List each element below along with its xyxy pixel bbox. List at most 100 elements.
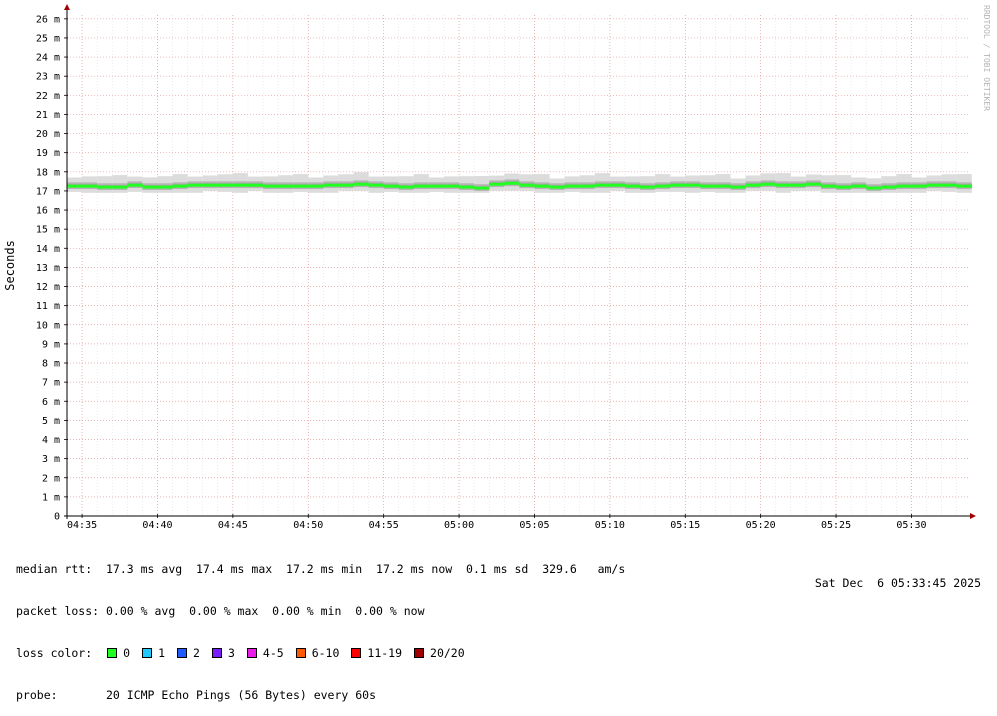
loss-color-label: loss color: — [16, 646, 93, 660]
median-point — [383, 184, 400, 188]
y-tick-label: 14 m — [36, 244, 60, 255]
x-tick-label: 05:10 — [595, 520, 625, 530]
x-tick-label: 04:35 — [67, 520, 97, 530]
median-point — [112, 185, 128, 189]
y-tick-label: 15 m — [36, 225, 60, 236]
median-point — [926, 183, 942, 187]
y-tick-label: 11 m — [36, 301, 60, 312]
median-point — [866, 186, 882, 190]
x-axis-arrow — [970, 513, 976, 519]
y-tick-label: 10 m — [36, 320, 60, 331]
y-tick-label: 23 m — [36, 72, 60, 83]
median-point — [504, 181, 520, 185]
loss-legend-item: 6-10 — [295, 646, 339, 660]
median-point — [836, 185, 852, 189]
median-point — [685, 183, 701, 187]
median-point — [519, 183, 535, 187]
loss-color-swatch — [351, 648, 362, 658]
median-point — [775, 183, 792, 187]
median-series — [67, 181, 973, 190]
median-point — [881, 185, 897, 189]
legend-block: median rtt: 17.3 ms avg 17.4 ms max 17.2… — [16, 534, 625, 716]
loss-color-swatch — [295, 648, 306, 658]
median-point — [187, 183, 204, 187]
median-point — [700, 184, 716, 188]
median-point — [278, 184, 294, 188]
median-point — [323, 183, 339, 187]
loss-legend-label: 20/20 — [430, 646, 465, 660]
loss-legend-item: 11-19 — [351, 646, 402, 660]
y-tick-label: 21 m — [36, 110, 60, 121]
median-point — [624, 184, 641, 188]
median-point — [127, 183, 143, 187]
loss-legend-item: 1 — [142, 646, 165, 660]
timestamp: Sat Dec 6 05:33:45 2025 — [814, 576, 981, 590]
y-tick-label: 18 m — [36, 167, 60, 178]
loss-legend-label: 11-19 — [367, 646, 403, 660]
median-point — [217, 183, 234, 187]
loss-legend-item: 4-5 — [246, 646, 284, 660]
loss-legend-item: 0 — [107, 646, 130, 660]
x-tick-label: 05:15 — [670, 520, 700, 530]
median-point — [670, 183, 686, 187]
y-tick-label: 20 m — [36, 129, 60, 140]
median-point — [142, 185, 158, 189]
y-tick-label: 25 m — [36, 33, 60, 44]
y-tick-label: 7 m — [42, 378, 60, 389]
loss-legend-item: 3 — [211, 646, 235, 660]
watermark: RRDTOOL / TOBI OETIKER — [982, 5, 991, 111]
x-tick-label: 04:50 — [293, 520, 323, 530]
median-point — [353, 182, 369, 186]
probe-line: probe: 20 ICMP Echo Pings (56 Bytes) eve… — [16, 688, 377, 702]
loss-legend-label: 2 — [193, 646, 200, 660]
y-tick-label: 9 m — [42, 339, 60, 350]
y-tick-label: 6 m — [42, 397, 60, 408]
median-point — [851, 184, 867, 188]
median-point — [534, 184, 550, 188]
loss-color-swatch — [211, 648, 222, 658]
median-point — [911, 184, 927, 188]
median-point — [941, 183, 957, 187]
median-point — [232, 183, 249, 187]
y-tick-label: 26 m — [36, 14, 60, 25]
median-point — [97, 185, 113, 189]
median-point — [579, 184, 596, 188]
loss-legend-label: 1 — [158, 646, 166, 660]
loss-color-swatch — [246, 648, 257, 658]
y-tick-label: 24 m — [36, 53, 60, 64]
y-axis-arrow — [64, 4, 70, 10]
loss-legend-label: 0 — [123, 646, 131, 660]
y-tick-label: 0 — [54, 512, 60, 523]
loss-color-swatch — [142, 648, 153, 658]
y-axis-label: Seconds — [3, 240, 17, 291]
median-point — [443, 184, 460, 188]
median-point — [655, 184, 671, 188]
median-point — [760, 182, 777, 186]
axes — [64, 4, 976, 519]
y-tick-label: 4 m — [42, 435, 60, 446]
packet-loss-line: packet loss: 0.00 % avg 0.00 % max 0.00 … — [16, 604, 425, 618]
median-point — [157, 185, 173, 189]
loss-color-row: loss color: 0 1 2 3 4-5 6-10 11-19 20/20 — [16, 646, 625, 660]
median-point — [308, 184, 324, 188]
y-tick-label: 16 m — [36, 206, 60, 217]
median-point — [338, 183, 354, 187]
median-point — [564, 184, 581, 188]
grid — [66, 15, 968, 517]
median-point — [730, 185, 746, 189]
median-point — [202, 183, 219, 187]
y-tick-label: 22 m — [36, 91, 60, 102]
median-point — [594, 183, 611, 187]
median-point — [805, 182, 822, 186]
loss-color-swatch — [177, 648, 188, 658]
y-tick-label: 5 m — [42, 416, 60, 427]
median-point — [820, 184, 837, 188]
median-point — [474, 186, 490, 190]
y-tick-label: 3 m — [42, 454, 60, 465]
y-tick-label: 19 m — [36, 148, 60, 159]
x-tick-label: 05:05 — [519, 520, 549, 530]
median-point — [293, 184, 309, 188]
x-tick-label: 04:55 — [369, 520, 399, 530]
median-point — [247, 183, 264, 187]
median-point — [428, 184, 445, 188]
